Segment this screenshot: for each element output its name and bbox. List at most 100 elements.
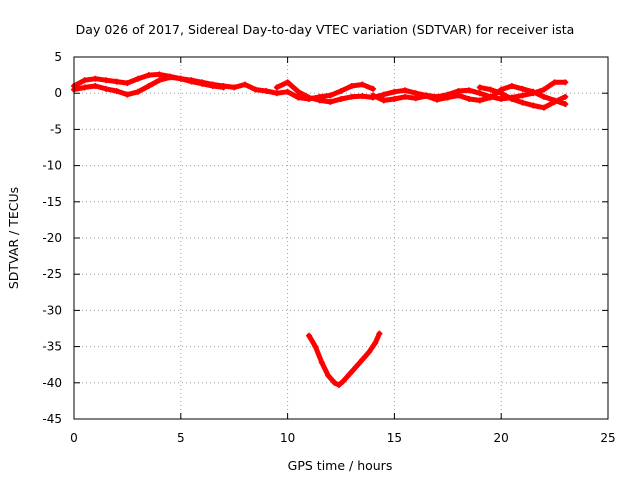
data-point bbox=[519, 99, 526, 106]
data-point bbox=[370, 92, 377, 99]
data-point bbox=[252, 86, 259, 93]
data-point bbox=[380, 91, 387, 98]
data-point bbox=[455, 92, 462, 99]
x-tick-label: 5 bbox=[177, 431, 185, 445]
data-point bbox=[551, 79, 558, 86]
data-point bbox=[370, 85, 377, 92]
data-point bbox=[273, 84, 280, 91]
data-point bbox=[284, 88, 291, 95]
data-point bbox=[508, 95, 515, 102]
data-point bbox=[135, 88, 142, 95]
data-point bbox=[335, 381, 342, 388]
data-point bbox=[305, 332, 312, 339]
data-point bbox=[92, 82, 99, 89]
data-point bbox=[231, 84, 238, 91]
data-point bbox=[327, 98, 334, 105]
data-point bbox=[295, 94, 302, 101]
data-point bbox=[487, 94, 494, 101]
data-point bbox=[402, 93, 409, 100]
data-point bbox=[113, 78, 120, 85]
data-point bbox=[476, 97, 483, 104]
data-point bbox=[273, 90, 280, 97]
data-point bbox=[365, 349, 372, 356]
data-point bbox=[124, 91, 131, 98]
data-point bbox=[220, 84, 227, 91]
data-point bbox=[177, 75, 184, 82]
data-point bbox=[318, 359, 325, 366]
data-point bbox=[199, 80, 206, 87]
data-point bbox=[562, 79, 569, 86]
data-point bbox=[434, 96, 441, 103]
data-point bbox=[412, 95, 419, 102]
data-point bbox=[316, 97, 323, 104]
data-point bbox=[476, 84, 483, 91]
y-tick-label: 0 bbox=[54, 86, 62, 100]
data-point bbox=[519, 85, 526, 92]
data-point bbox=[348, 93, 355, 100]
data-point bbox=[530, 88, 537, 95]
y-tick-label: -15 bbox=[42, 195, 62, 209]
data-point bbox=[167, 74, 174, 81]
data-point bbox=[156, 77, 163, 84]
chart-title: Day 026 of 2017, Sidereal Day-to-day VTE… bbox=[76, 22, 575, 37]
data-point bbox=[376, 330, 383, 337]
data-point bbox=[540, 86, 547, 93]
series-sat-track-dip bbox=[306, 331, 382, 388]
y-tick-label: -45 bbox=[42, 412, 62, 426]
data-point bbox=[209, 82, 216, 89]
data-point bbox=[188, 78, 195, 85]
data-point bbox=[519, 92, 526, 99]
series-sat-track-c bbox=[274, 79, 568, 105]
x-tick-label: 15 bbox=[387, 431, 402, 445]
x-tick-label: 10 bbox=[280, 431, 295, 445]
y-axis-label: SDTVAR / TECUs bbox=[6, 187, 21, 289]
data-point bbox=[338, 88, 344, 95]
data-point bbox=[444, 94, 451, 101]
data-point bbox=[103, 77, 110, 84]
data-point bbox=[359, 81, 366, 88]
data-point bbox=[372, 339, 379, 346]
data-point bbox=[391, 95, 398, 102]
data-point bbox=[331, 379, 338, 386]
data-point bbox=[327, 92, 334, 99]
y-tick-label: -30 bbox=[42, 303, 62, 317]
data-point bbox=[562, 93, 569, 100]
grid bbox=[74, 57, 608, 419]
data-point bbox=[359, 93, 366, 100]
y-tick-label: -35 bbox=[42, 340, 62, 354]
data-point bbox=[508, 82, 515, 89]
data-series bbox=[71, 71, 569, 388]
data-point bbox=[295, 88, 302, 95]
data-point bbox=[352, 363, 359, 370]
data-point bbox=[487, 86, 494, 93]
data-point bbox=[530, 102, 537, 109]
data-point bbox=[145, 82, 152, 89]
data-point bbox=[92, 75, 99, 82]
data-point bbox=[346, 371, 353, 378]
y-tick-label: -5 bbox=[50, 122, 62, 136]
data-point bbox=[498, 90, 505, 97]
data-point bbox=[305, 94, 312, 101]
data-point bbox=[540, 104, 547, 111]
data-point bbox=[103, 85, 110, 92]
data-point bbox=[551, 98, 558, 105]
data-point bbox=[359, 356, 366, 363]
data-point bbox=[124, 80, 131, 87]
x-tick-label: 0 bbox=[70, 431, 78, 445]
data-point bbox=[498, 95, 505, 102]
data-point bbox=[81, 84, 88, 91]
data-point bbox=[476, 90, 483, 97]
data-point bbox=[348, 82, 355, 89]
data-point bbox=[241, 81, 248, 88]
y-tick-label: -25 bbox=[42, 267, 62, 281]
y-tick-label: -40 bbox=[42, 376, 62, 390]
data-point bbox=[412, 90, 419, 97]
data-point bbox=[540, 93, 547, 100]
y-tick-label: -20 bbox=[42, 231, 62, 245]
data-point bbox=[135, 75, 142, 82]
data-point bbox=[423, 93, 430, 100]
data-point bbox=[340, 378, 347, 385]
data-point bbox=[466, 87, 473, 94]
data-point bbox=[562, 101, 569, 108]
data-point bbox=[113, 88, 120, 95]
